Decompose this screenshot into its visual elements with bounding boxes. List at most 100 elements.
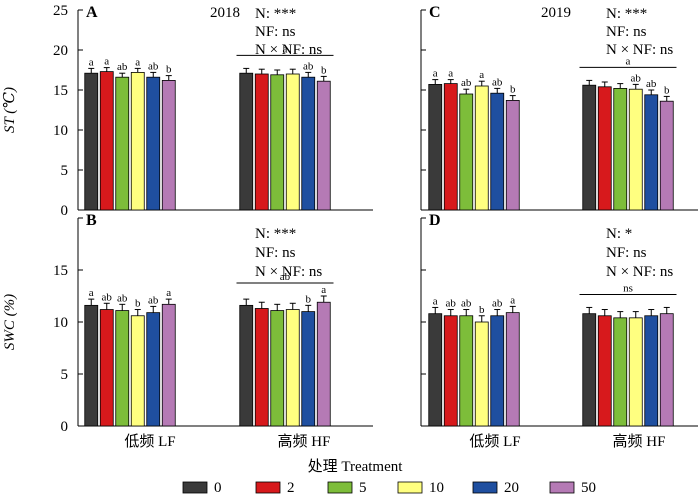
significance-label: a (448, 68, 453, 80)
stat-label: NF: ns (606, 24, 647, 40)
bar (130, 72, 145, 211)
significance-label: b (510, 84, 516, 96)
significance-label: b (306, 293, 312, 305)
legend-label: 10 (429, 480, 444, 496)
significance-label: ab (117, 292, 128, 304)
bar (505, 312, 520, 427)
y-axis-title: SWC (%) (2, 294, 18, 350)
significance-label: ab (117, 61, 128, 73)
stat-label: NF: ns (255, 24, 296, 40)
significance-label: ab (461, 298, 472, 310)
bar (459, 315, 474, 427)
group-label: a (626, 55, 631, 67)
bar (490, 315, 505, 427)
y-tick-label: 0 (61, 203, 69, 219)
legend-label: 50 (581, 480, 596, 496)
bar (115, 310, 130, 427)
bar (644, 315, 659, 427)
bar (270, 74, 285, 211)
stat-label: NF: ns (606, 245, 647, 261)
bar (115, 76, 130, 211)
bar (130, 315, 145, 427)
group-label: ns (623, 282, 633, 294)
bar (474, 85, 489, 211)
significance-label: a (89, 287, 94, 299)
significance-label: a (135, 56, 140, 68)
bar (597, 86, 612, 211)
panels: 0 5 10 15 20 25 ST (℃) A 2018 N: *** NF: ns N × NF:… (2, 3, 698, 435)
legend-swatch (549, 481, 575, 494)
significance-label: a (89, 56, 94, 68)
bar (99, 309, 114, 427)
legend: 0 2 5 10 20 50 (182, 480, 596, 496)
group-label: a (283, 43, 288, 55)
y-tick-label: 15 (53, 83, 68, 99)
bar (285, 73, 300, 211)
x-category-label: 高频 HF (613, 433, 666, 450)
bar (613, 317, 628, 427)
y-axis-title: ST (℃) (2, 87, 18, 133)
x-axis-title: 处理 Treatment (308, 458, 404, 475)
bar (239, 304, 254, 427)
stat-label: N × NF: ns (255, 42, 322, 58)
bar (270, 310, 285, 427)
significance-label: ab (631, 72, 642, 84)
bar (613, 88, 628, 211)
significance-label: b (664, 84, 670, 96)
legend-label: 5 (359, 480, 367, 496)
bar (285, 309, 300, 427)
significance-label: ab (102, 291, 113, 303)
significance-label: ab (492, 76, 503, 88)
significance-label: a (104, 56, 109, 68)
bar (254, 308, 269, 427)
bar (443, 83, 458, 211)
bar (254, 73, 269, 211)
bar (161, 303, 176, 427)
bar (316, 80, 331, 211)
significance-label: a (510, 294, 515, 306)
significance-label: b (479, 304, 485, 316)
bar (146, 76, 161, 211)
bar (84, 72, 99, 211)
bar (474, 321, 489, 427)
significance-label: b (166, 64, 172, 76)
y-tick-label: 25 (53, 3, 68, 19)
bar (582, 84, 597, 211)
x-category-label: 低频 LF (124, 433, 175, 450)
y-tick-label: 5 (61, 163, 69, 179)
stat-label: N: *** (606, 6, 647, 22)
bar (99, 71, 114, 211)
stat-label: N: *** (255, 226, 296, 242)
bar (84, 304, 99, 427)
significance-label: a (433, 68, 438, 80)
significance-label: b (321, 64, 327, 76)
stat-label: NF: ns (255, 245, 296, 261)
bar (301, 76, 316, 211)
y-tick-label: 5 (61, 367, 69, 383)
bar (597, 315, 612, 427)
bar (428, 313, 443, 427)
significance-label: a (433, 295, 438, 307)
significance-label: a (479, 69, 484, 81)
legend-swatch (472, 481, 498, 494)
bar (659, 100, 674, 211)
significance-label: ab (461, 77, 472, 89)
legend-label: 20 (504, 480, 519, 496)
significance-label: ab (446, 298, 457, 310)
stat-label: N: *** (255, 6, 296, 22)
legend-label: 2 (287, 480, 295, 496)
legend-swatch (397, 481, 423, 494)
legend-label: 0 (214, 480, 222, 496)
panel-letter: B (86, 212, 97, 229)
stat-label: N × NF: ns (606, 42, 673, 58)
significance-label: a (166, 287, 171, 299)
y-tick-label: 10 (53, 315, 68, 331)
bar (628, 88, 643, 211)
x-category-label: 低频 LF (469, 433, 520, 450)
bar (505, 100, 520, 211)
panel-year: 2018 (210, 5, 240, 21)
y-tick-label: 15 (53, 263, 68, 279)
significance-label: ab (646, 78, 657, 90)
